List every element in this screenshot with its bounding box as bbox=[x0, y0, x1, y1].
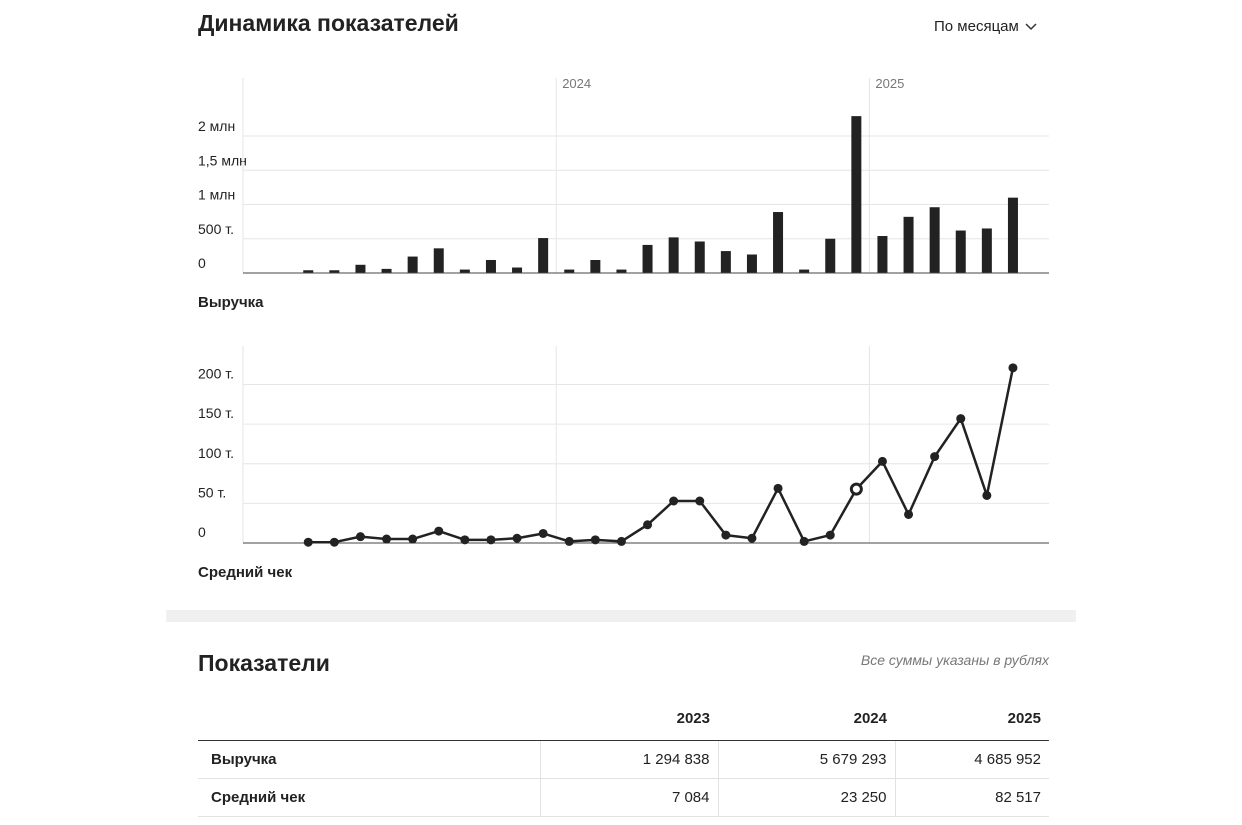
bar bbox=[1007, 197, 1018, 273]
bar bbox=[694, 241, 705, 273]
bar bbox=[903, 216, 914, 273]
data-point bbox=[956, 414, 966, 424]
y-tick-label: 0 bbox=[198, 255, 206, 271]
table-cell: 1 294 838 bbox=[539, 740, 718, 779]
bar bbox=[955, 230, 966, 273]
section-divider bbox=[166, 610, 1076, 622]
y-tick-label: 200 т. bbox=[198, 366, 234, 382]
data-point bbox=[1008, 363, 1018, 373]
bar bbox=[981, 228, 992, 273]
y-tick-label: 500 т. bbox=[198, 221, 234, 237]
year-label: 2024 bbox=[562, 76, 591, 91]
data-point bbox=[825, 530, 835, 540]
data-point bbox=[721, 530, 731, 540]
data-point bbox=[538, 528, 548, 538]
data-point-highlight bbox=[849, 482, 863, 496]
data-point bbox=[747, 533, 757, 543]
bar bbox=[799, 269, 810, 273]
bar bbox=[381, 268, 392, 273]
data-point bbox=[408, 534, 418, 544]
page-title: Динамика показателей bbox=[198, 10, 459, 36]
data-point bbox=[303, 537, 313, 547]
y-tick-label: 0 bbox=[198, 524, 206, 540]
bar bbox=[407, 256, 418, 273]
data-point bbox=[564, 536, 574, 546]
data-point bbox=[329, 537, 339, 547]
bar bbox=[746, 254, 757, 273]
avg-check-chart: 0 50 т. 100 т. 150 т. 200 т. bbox=[198, 346, 1049, 547]
row-label: Средний чек bbox=[198, 778, 540, 817]
y-tick-label: 100 т. bbox=[198, 445, 234, 461]
table-row: Выручка 1 294 838 5 679 293 4 685 952 bbox=[198, 740, 1049, 779]
currency-note: Все суммы указаны в рублях bbox=[860, 652, 1049, 668]
data-point bbox=[355, 532, 365, 542]
data-point bbox=[669, 496, 679, 506]
chevron-down-icon bbox=[1025, 22, 1037, 30]
bar bbox=[459, 269, 470, 273]
period-dropdown[interactable]: По месяцам bbox=[934, 18, 1037, 35]
indicators-title: Показатели bbox=[198, 650, 330, 676]
table-header-year: 2023 bbox=[540, 704, 718, 741]
bar bbox=[851, 116, 862, 273]
table-cell: 82 517 bbox=[894, 778, 1049, 817]
table-cell: 4 685 952 bbox=[894, 740, 1049, 779]
y-tick-label: 2 млн bbox=[198, 118, 235, 134]
revenue-chart-title: Выручка bbox=[198, 294, 264, 311]
bar bbox=[668, 237, 679, 273]
bar bbox=[929, 207, 940, 273]
bar bbox=[877, 236, 888, 273]
bar bbox=[616, 269, 627, 273]
data-point bbox=[434, 526, 444, 536]
table-row: Средний чек 7 084 23 250 82 517 bbox=[198, 778, 1049, 817]
data-point bbox=[695, 496, 705, 506]
bar bbox=[642, 244, 653, 273]
table-cell: 5 679 293 bbox=[717, 740, 895, 779]
data-point bbox=[590, 535, 600, 545]
table-header-row: 2023 2024 2025 bbox=[198, 704, 1049, 741]
bar bbox=[355, 264, 366, 273]
bar bbox=[720, 251, 731, 273]
bar bbox=[825, 238, 836, 273]
table-cell: 23 250 bbox=[717, 778, 895, 817]
bar bbox=[590, 259, 601, 273]
bar bbox=[485, 259, 496, 273]
table-header-empty bbox=[198, 704, 540, 741]
y-tick-label: 150 т. bbox=[198, 405, 234, 421]
bar bbox=[512, 267, 523, 273]
data-point bbox=[643, 520, 653, 530]
bar bbox=[564, 269, 575, 273]
data-point bbox=[460, 535, 470, 545]
table-header-year: 2024 bbox=[718, 704, 895, 741]
indicators-table: 2023 2024 2025 Выручка 1 294 838 5 679 2… bbox=[198, 704, 1049, 817]
year-label: 2025 bbox=[875, 76, 904, 91]
row-label: Выручка bbox=[198, 740, 540, 779]
data-point bbox=[877, 456, 887, 466]
data-point bbox=[904, 509, 914, 519]
period-label: По месяцам bbox=[934, 18, 1019, 35]
data-point bbox=[982, 490, 992, 500]
bar bbox=[329, 270, 340, 273]
table-cell: 7 084 bbox=[539, 778, 718, 817]
y-tick-label: 1 млн bbox=[198, 187, 235, 203]
data-point bbox=[382, 534, 392, 544]
bar bbox=[433, 248, 444, 273]
data-point bbox=[773, 483, 783, 493]
y-tick-label: 1,5 млн bbox=[198, 152, 247, 168]
bar bbox=[773, 212, 784, 273]
bar bbox=[538, 238, 549, 273]
data-point bbox=[799, 536, 809, 546]
data-point bbox=[616, 536, 626, 546]
bar bbox=[303, 270, 314, 273]
avg-check-chart-title: Средний чек bbox=[198, 564, 293, 581]
data-point bbox=[930, 452, 940, 462]
table-header-year: 2025 bbox=[895, 704, 1049, 741]
y-tick-label: 50 т. bbox=[198, 484, 226, 500]
data-point bbox=[512, 533, 522, 543]
data-point bbox=[486, 535, 496, 545]
revenue-chart: 0 500 т. 1 млн 1,5 млн 2 млн 2024 2025 bbox=[198, 76, 1049, 274]
series-line bbox=[308, 367, 1015, 544]
